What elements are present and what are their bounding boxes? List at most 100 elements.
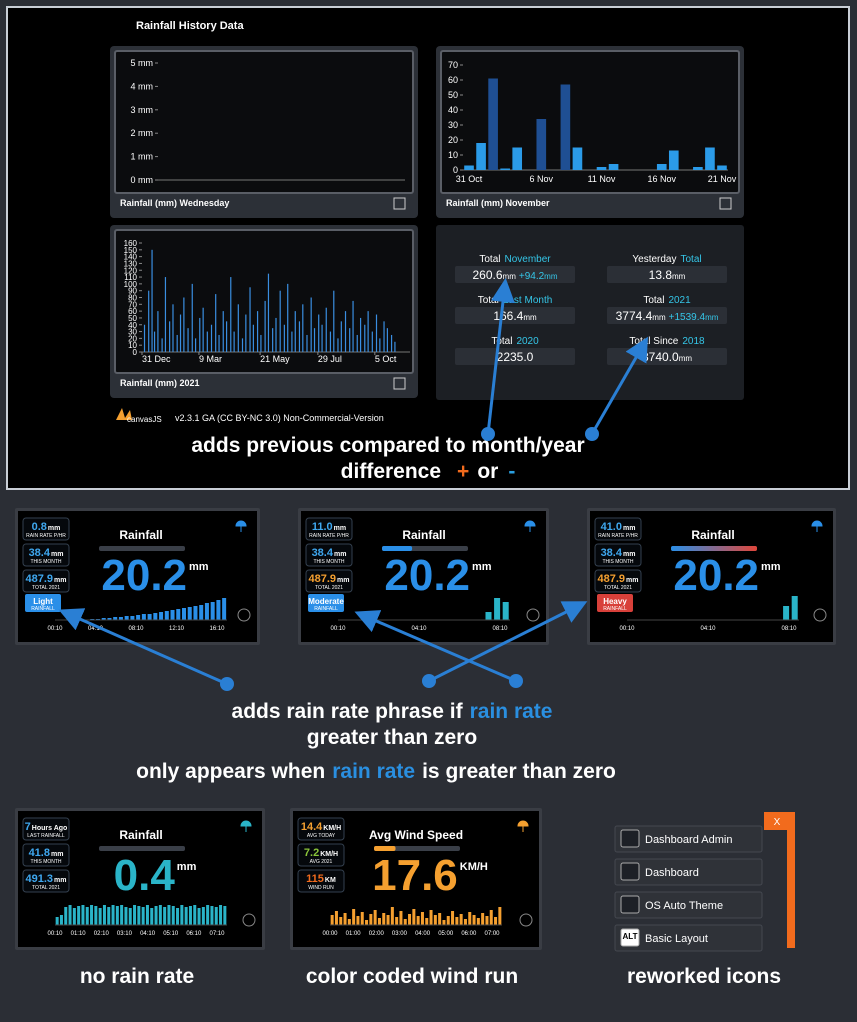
text-part: mm (334, 525, 346, 532)
mini-bar (133, 905, 137, 925)
meter-track (374, 846, 460, 851)
mini-bar (159, 612, 164, 620)
text-part: TOTAL 2021 (32, 885, 60, 891)
menu-item[interactable] (614, 825, 763, 853)
tile-value: 17.6 KM/H (372, 851, 488, 900)
menu-item[interactable] (614, 891, 763, 919)
mini-bar (145, 905, 149, 925)
badge-text: Moderate (308, 597, 344, 606)
stat-box (22, 817, 70, 841)
text-part: November (504, 254, 551, 265)
time-label: 08:10 (781, 626, 797, 632)
menu-close-label: X (774, 817, 781, 828)
text-part: Avg Wind Speed (369, 828, 463, 842)
y-tick-label: 3 mm (131, 105, 154, 115)
rate-badge (25, 594, 61, 612)
text-part: 0 (453, 165, 458, 175)
text-part: 05:10 (163, 931, 179, 937)
menu-item[interactable] (614, 924, 763, 952)
text-part: 2 mm (131, 128, 154, 138)
stat-box (22, 517, 70, 541)
mini-bar (68, 905, 72, 925)
text-part: mm (54, 577, 66, 584)
mini-bar (459, 914, 463, 925)
annotation: only appears when rain rate is greater tha… (136, 760, 616, 783)
text-part: 31 Dec (142, 354, 171, 364)
text-part: 04:10 (140, 931, 156, 937)
text-part: 08:10 (128, 626, 144, 632)
text-part: 110 (124, 273, 137, 282)
total-value: 3740.0mm (642, 350, 692, 364)
mini-bar (463, 919, 467, 925)
bar (717, 165, 727, 170)
stat-value: 491.3mm (26, 873, 67, 885)
text-part: THIS MONTH (30, 559, 61, 565)
text-part: mm (337, 577, 349, 584)
annotation: difference + or - (341, 460, 516, 483)
tile-value: 20.2 mm (384, 551, 491, 600)
tile-title: Rainfall (691, 528, 734, 542)
meter-fill (374, 846, 396, 851)
bar (222, 311, 224, 352)
chart-area (440, 50, 740, 194)
total-box (607, 266, 727, 283)
bar (148, 290, 150, 352)
badge-sub: RAINFALL (31, 606, 55, 612)
text-part: 00:10 (47, 626, 63, 632)
bar (210, 324, 213, 352)
tile-icon (240, 820, 252, 832)
history-icon (519, 913, 533, 927)
x-tick-label: 11 Nov (588, 174, 616, 184)
bar (705, 147, 715, 170)
text-part: 07:10 (209, 931, 225, 937)
mini-bar (494, 598, 501, 620)
text-part: ALT (623, 932, 638, 941)
canvasjs-logo (116, 408, 132, 420)
menu-item[interactable] (614, 858, 763, 886)
time-label: 04:10 (140, 931, 156, 937)
bar (306, 334, 308, 352)
text-part: 166.4 (493, 309, 523, 323)
mini-bar (201, 907, 205, 925)
mini-bar (128, 908, 132, 925)
mini-bar (153, 613, 158, 620)
stat-value: 115KM (306, 873, 336, 885)
meter-fill (382, 546, 413, 551)
text-part: RAIN RATE P/HR (309, 533, 349, 539)
menu-close[interactable] (764, 812, 790, 830)
text-part: 115 (306, 873, 324, 885)
mini-bar (107, 907, 111, 925)
bar (344, 311, 347, 352)
text-part: 01:00 (346, 931, 362, 937)
mini-bar (352, 909, 356, 925)
bar (157, 311, 159, 352)
text-part: THIS MONTH (30, 859, 61, 865)
text-part: 50 (448, 90, 458, 100)
time-label: 00:00 (322, 931, 338, 937)
bar (572, 147, 583, 170)
y-tick-label: 50 (448, 90, 458, 100)
y-tick-label: 70 (128, 300, 137, 309)
text-part: RAINFALL (603, 606, 627, 612)
text-part: mm (623, 551, 635, 558)
stat-box (305, 569, 353, 593)
text-part: 41.0 (601, 521, 622, 533)
mini-bar (130, 616, 135, 620)
caption: color coded wind run (306, 965, 518, 988)
text-part: RAINFALL (31, 606, 55, 612)
text-part: Rainfall History Data (136, 20, 244, 32)
time-label: 01:10 (71, 931, 87, 937)
stat-value: 487.9mm (26, 573, 67, 585)
bar (241, 338, 244, 352)
bar (187, 328, 189, 352)
text-part: 2018 (682, 336, 705, 347)
mini-bar (55, 917, 59, 925)
time-label: 00:10 (330, 626, 346, 632)
total-label: Total 2021 (643, 295, 691, 306)
total-label: Total Since 2018 (629, 336, 705, 347)
menu-icon (620, 928, 640, 947)
x-tick-label: 5 Oct (375, 354, 397, 364)
time-label: 08:10 (128, 626, 144, 632)
bar (164, 277, 167, 352)
arrow (354, 610, 517, 683)
